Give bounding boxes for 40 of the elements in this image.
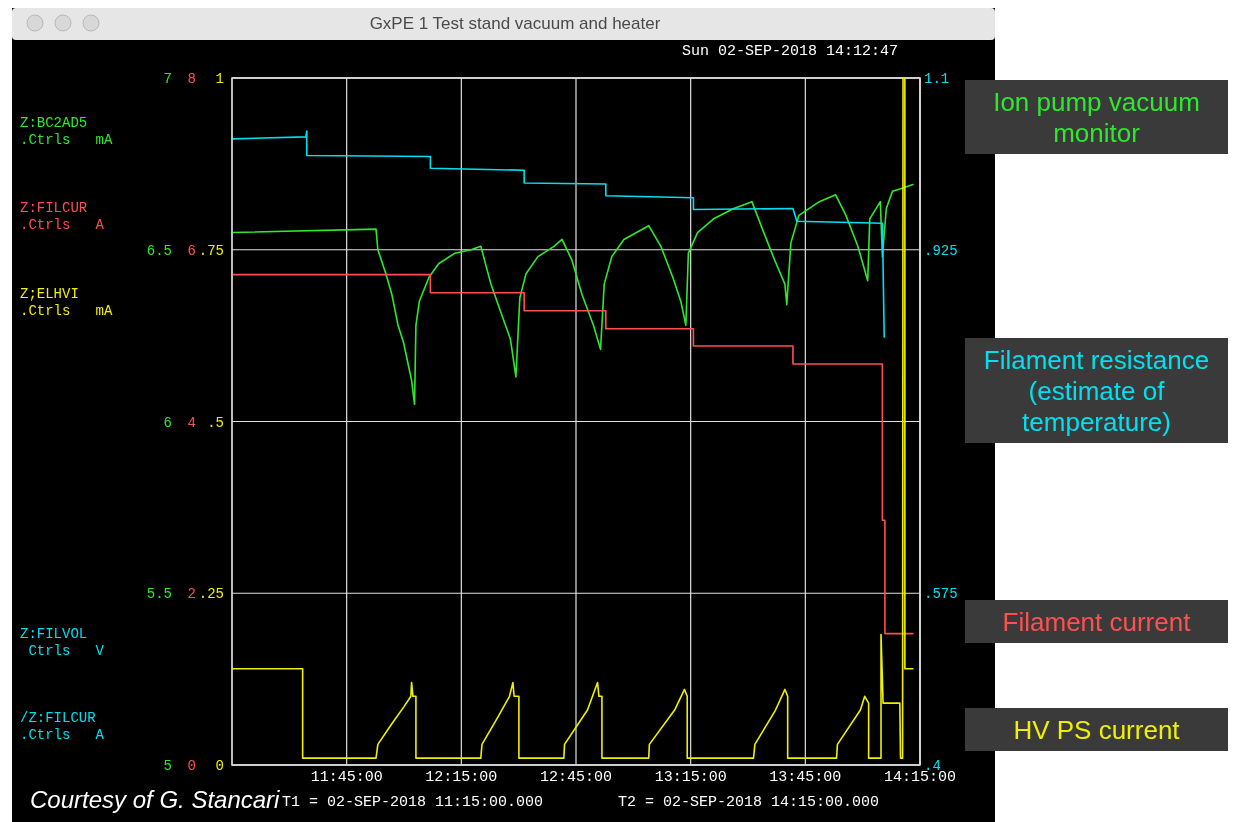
line-series <box>231 130 886 338</box>
y3-axis-title: Z:FILCUR .Ctrls A <box>20 200 105 233</box>
line-series <box>231 273 914 635</box>
y-tick-label: 6 <box>163 414 172 431</box>
y3-tick-label: 6 <box>187 242 196 259</box>
y-tick-label: 0 <box>215 758 224 774</box>
chart-title: GxPE 1 Test stand vacuum and heater <box>369 14 661 33</box>
y2-tick-label: 1.1 <box>924 71 950 87</box>
text: HV PS current <box>1013 715 1181 745</box>
y3-tick-label: 0 <box>187 758 196 774</box>
y-axis-title: Z;ELHVI .Ctrls mA <box>20 286 114 319</box>
y-tick-label: 6.5 <box>146 242 172 259</box>
x-tick-label: 13:45:00 <box>769 769 842 786</box>
x-tick-label: 13:15:00 <box>654 769 727 786</box>
y-tick-label: .75 <box>198 242 224 259</box>
text: Sun 02-SEP-2018 14:12:47 <box>681 43 899 60</box>
y-tick-label: .5 <box>207 414 224 431</box>
line-series <box>231 77 914 759</box>
y-tick-label: 1 <box>215 71 224 87</box>
y-tick-label: 5 <box>163 758 172 774</box>
x-tick-label: 11:45:00 <box>310 769 383 786</box>
y3-tick-label: 8 <box>187 71 196 87</box>
y-tick-label: 7 <box>163 71 172 87</box>
line-series <box>231 183 914 406</box>
y2-tick-label: .575 <box>924 586 958 603</box>
text: Courtesy of G. Stancari <box>30 786 281 813</box>
y3-tick-label: 2 <box>187 586 196 603</box>
y-tick-label: .25 <box>198 586 224 603</box>
y2-tick-label: .925 <box>924 242 958 259</box>
y-axis-title: Z:BC2AD5 .Ctrls mA <box>20 115 114 148</box>
text: Ion pump vacuum monitor <box>993 87 1200 148</box>
text: Filament resistance (estimate of temperature) <box>983 345 1210 437</box>
text: Filament current <box>1002 607 1192 637</box>
x-tick-label: 12:15:00 <box>425 769 498 786</box>
text: T2 = 02-SEP-2018 14:15:00.000 <box>618 794 880 811</box>
text: T1 = 02-SEP-2018 11:15:00.000 <box>282 794 544 811</box>
y3-tick-label: 4 <box>187 414 196 431</box>
y-tick-label: 5.5 <box>146 586 172 603</box>
x-tick-label: 12:45:00 <box>539 769 613 786</box>
text: Z:FILVOL Ctrls V /Z:FILCUR .Ctrls A <box>20 626 105 743</box>
